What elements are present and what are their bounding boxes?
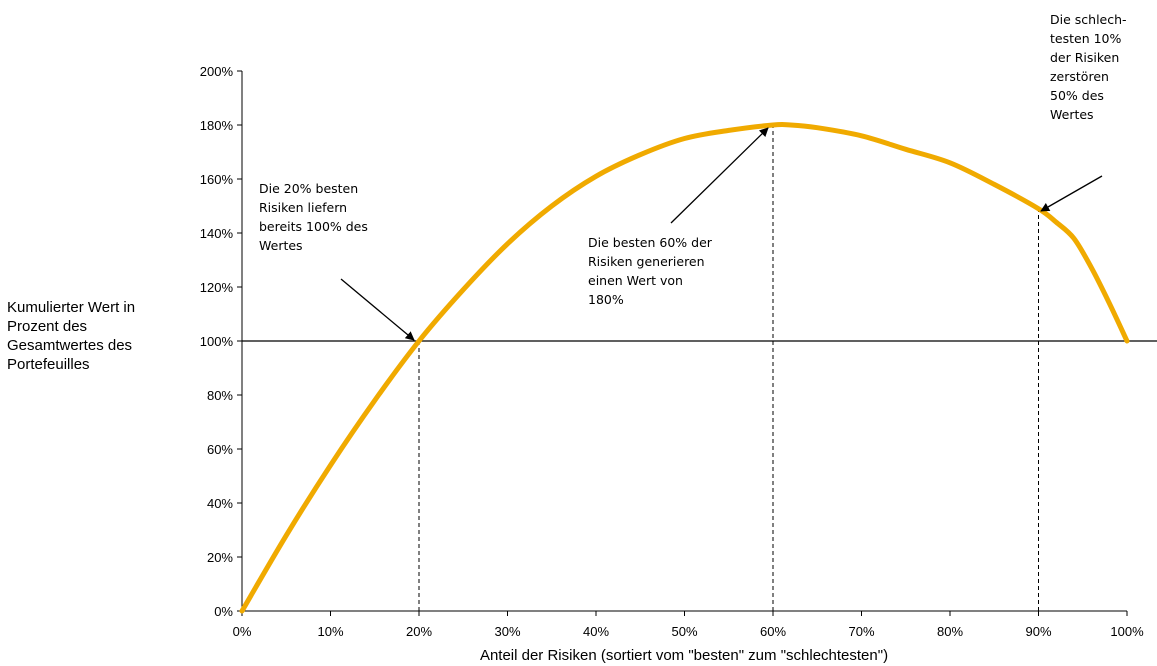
annotation-line: Wertes <box>1050 107 1094 122</box>
annotation-arrow-60 <box>670 127 769 224</box>
y-tick-label: 20% <box>207 550 233 565</box>
x-tick-label: 60% <box>760 624 786 639</box>
y-axis-title-line: Kumulierter Wert in <box>7 299 135 316</box>
annotation-line: bereits 100% des <box>259 219 368 234</box>
annotation-line: Risiken generieren <box>588 254 705 269</box>
annotation-line: 180% <box>588 292 624 307</box>
x-tick-label: 30% <box>494 624 520 639</box>
y-axis-title-line: Prozent des <box>7 318 87 335</box>
y-tick-label: 100% <box>200 334 234 349</box>
annotation-line: einen Wert von <box>588 273 683 288</box>
annotation-line: Die 20% besten <box>259 181 358 196</box>
x-tick-label: 100% <box>1110 624 1144 639</box>
y-axis-title-line: Gesamtwertes des <box>7 337 132 354</box>
annotation-line: Die schlech- <box>1050 12 1127 27</box>
annotation-arrow-90 <box>1040 175 1103 212</box>
annotation-line: testen 10% <box>1050 31 1121 46</box>
y-tick-label: 0% <box>214 604 233 619</box>
y-axis-title: Kumulierter Wert in Prozent des Gesamtwe… <box>7 299 139 373</box>
x-tick-label: 80% <box>937 624 963 639</box>
series-line <box>239 121 1130 614</box>
y-tick-label: 200% <box>200 64 234 79</box>
x-tick-label: 10% <box>317 624 343 639</box>
annotation-best-60: Die besten 60% der Risiken generieren ei… <box>588 235 716 307</box>
y-tick-label: 160% <box>200 172 234 187</box>
y-tick-label: 180% <box>200 118 234 133</box>
y-tick-label: 120% <box>200 280 234 295</box>
y-tick-label: 80% <box>207 388 233 403</box>
annotation-worst-10: Die schlech- testen 10% der Risiken zers… <box>1050 12 1131 122</box>
annotation-line: zerstören <box>1050 69 1109 84</box>
x-tick-label: 0% <box>233 624 252 639</box>
x-tick-label: 20% <box>406 624 432 639</box>
annotation-line: der Risiken <box>1050 50 1119 65</box>
axis-ticks: 0% 20% 40% 60% 80% 100% 120% 140% 160% 180% 200% 0%… <box>200 64 1144 639</box>
annotation-line: Wertes <box>259 238 303 253</box>
annotation-best-20: Die 20% besten Risiken liefern bereits 1… <box>259 181 372 253</box>
x-tick-label: 70% <box>848 624 874 639</box>
x-axis-title: Anteil der Risiken (sortiert vom "besten… <box>480 647 888 664</box>
annotation-line: Die besten 60% der <box>588 235 713 250</box>
x-tick-label: 50% <box>671 624 697 639</box>
annotation-line: Risiken liefern <box>259 200 347 215</box>
y-axis-title-line: Portefeuilles <box>7 356 90 373</box>
y-tick-label: 140% <box>200 226 234 241</box>
x-tick-label: 90% <box>1025 624 1051 639</box>
annotation-line: 50% des <box>1050 88 1104 103</box>
annotation-arrow-20 <box>340 278 415 341</box>
y-tick-label: 40% <box>207 496 233 511</box>
marker-lines <box>418 125 1039 611</box>
x-tick-label: 40% <box>583 624 609 639</box>
y-tick-label: 60% <box>207 442 233 457</box>
